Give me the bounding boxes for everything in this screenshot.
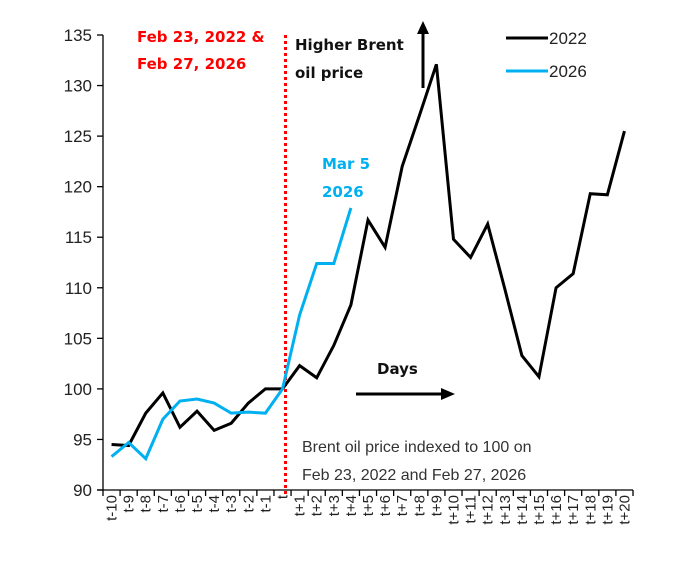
x-tick-label: t+20 [616,495,633,525]
x-tick-label: t+16 [548,495,565,525]
legend-label-2022: 2022 [549,29,587,48]
x-tick-label: t-3 [223,495,240,513]
y-tick-label: 105 [64,329,92,348]
x-tick-label: t+8 [411,495,428,516]
x-tick-label: t+4 [343,495,360,516]
x-tick-label: t [275,494,292,499]
y-tick-label: 135 [64,26,92,45]
x-tick-label: t-5 [189,495,206,513]
x-tick-label: t-1 [257,495,274,513]
reference-label-line2: Feb 27, 2026 [137,55,246,73]
x-tick-label: t-8 [138,495,155,513]
x-tick-label: t+17 [565,495,582,525]
x-tick-label: t+6 [377,495,394,516]
higher-price-label-line1: Higher Brent [295,36,404,54]
note-line2: Feb 23, 2022 and Feb 27, 2026 [302,467,526,484]
x-tick-label: t+7 [394,495,411,516]
series-2022 [111,63,626,448]
x-tick-label: t+13 [497,495,514,525]
up-arrow-icon [417,21,429,88]
y-tick-label: 125 [64,127,92,146]
x-tick-label: t+5 [360,495,377,516]
legend-label-2026: 2026 [549,62,587,81]
series-2026 [110,207,353,462]
x-tick-label: t-10 [104,495,121,521]
days-label: Days [377,360,418,378]
x-tick-label: t-4 [206,495,223,513]
x-tick-label: t+12 [480,495,497,525]
x-tick-label: t-9 [121,495,138,513]
x-tick-label: t+19 [599,495,616,525]
y-tick-label: 120 [64,178,92,197]
reference-label-line1: Feb 23, 2022 & [137,28,265,46]
x-tick-label: t+2 [309,495,326,516]
higher-price-label-line2: oil price [295,64,363,82]
x-tick-label: t+18 [582,495,599,525]
legend: 2022 2026 [506,29,587,81]
series-group [110,63,626,462]
y-tick-label: 110 [65,279,92,298]
legend-item-2026: 2026 [506,62,587,81]
x-tick-label: t+1 [292,495,309,516]
right-arrow-icon [356,388,455,400]
y-tick-label: 95 [73,430,92,449]
x-tick-label: t+11 [463,495,480,524]
x-tick-label: t+10 [445,495,462,525]
x-tick-label: t-2 [240,495,257,513]
legend-item-2022: 2022 [506,29,587,48]
y-tick-label: 130 [64,77,92,96]
mar5-label-line1: Mar 5 [322,155,370,173]
x-tick-label: t+14 [514,495,531,525]
mar5-label-line2: 2026 [322,183,364,201]
y-tick-label: 115 [65,228,92,247]
x-tick-label: t-6 [172,495,189,513]
series-line-2022 [111,63,626,448]
x-tick-label: t+3 [326,495,343,516]
x-tick-label: t+15 [531,495,548,525]
y-tick-label: 100 [64,380,92,399]
note-line1: Brent oil price indexed to 100 on [302,439,531,456]
x-tick-label: t+9 [428,495,445,516]
x-tick-label: t-7 [155,495,172,513]
y-tick-label: 90 [73,481,92,500]
